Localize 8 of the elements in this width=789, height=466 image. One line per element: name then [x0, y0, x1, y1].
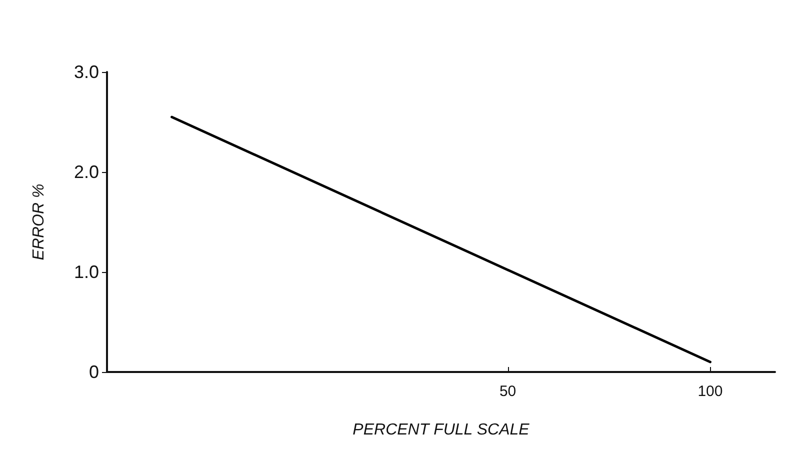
y-tick-label: 3.0	[74, 62, 99, 82]
x-tick-label: 100	[698, 383, 723, 400]
y-axis-title: ERROR %	[30, 184, 48, 260]
y-tick-label: 2.0	[74, 162, 99, 182]
y-tick-label: 0	[88, 362, 99, 382]
x-axis-title: PERCENT FULL SCALE	[352, 422, 530, 438]
y-tick-label: 1.0	[74, 262, 99, 282]
x-tick-label: 50	[499, 383, 516, 400]
